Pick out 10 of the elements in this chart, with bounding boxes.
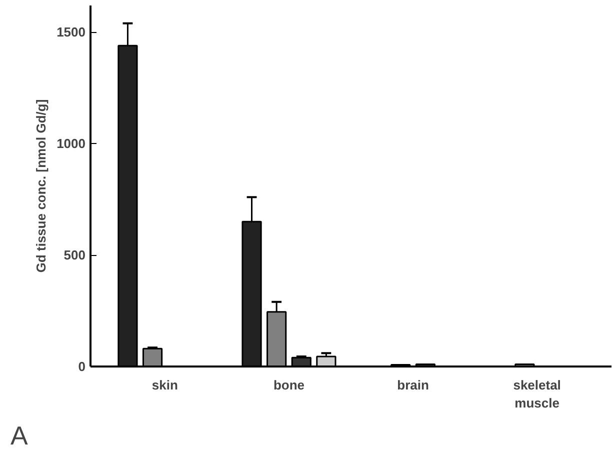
y-tick-label: 1000 xyxy=(56,136,86,152)
x-tick-label: skin xyxy=(152,378,178,392)
y-tick-label: 1500 xyxy=(56,24,86,40)
x-tick-label: bone xyxy=(273,378,305,392)
x-tick-label: brain xyxy=(397,378,429,392)
text: A xyxy=(10,420,28,450)
y-tick-label: 0 xyxy=(78,359,86,374)
y-tick-label: 500 xyxy=(64,248,86,263)
x-tick-label: skeletal muscle xyxy=(513,378,561,410)
y-axis-title: Gd tissue conc. [nmol Gd/g] xyxy=(34,99,49,273)
